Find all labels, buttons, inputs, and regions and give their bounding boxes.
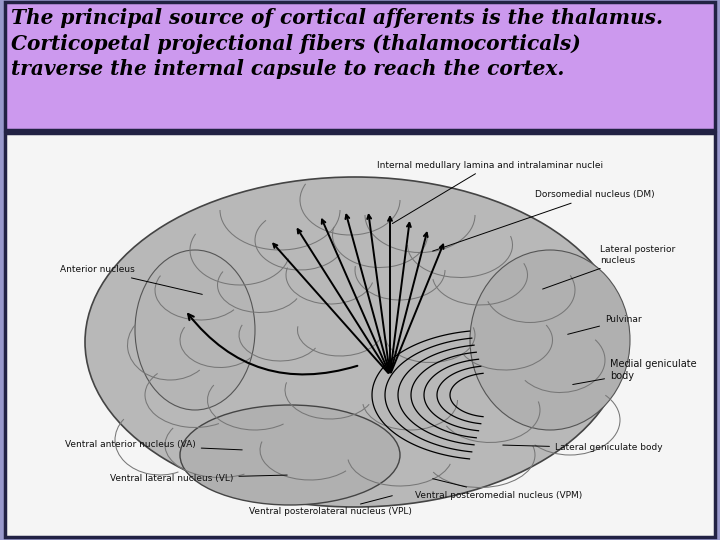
Bar [5,2,715,130]
Text: Ventral posterolateral nucleus (VPL): Ventral posterolateral nucleus (VPL) [248,496,411,516]
Bar [5,133,715,537]
Ellipse shape [470,250,630,430]
Text: Lateral geniculate body: Lateral geniculate body [503,443,662,453]
Text: Ventral posteromedial nucleus (VPM): Ventral posteromedial nucleus (VPM) [415,478,582,500]
Text: Lateral posterior
nucleus: Lateral posterior nucleus [543,245,675,289]
Text: Internal medullary lamina and intralaminar nuclei: Internal medullary lamina and intralamin… [377,160,603,224]
Text: Ventral anterior nucleus (VA): Ventral anterior nucleus (VA) [65,441,242,450]
Ellipse shape [85,177,625,507]
Text: Ventral lateral nucleus (VL): Ventral lateral nucleus (VL) [110,474,287,483]
Text: The principal source of cortical afferents is the thalamus.
Corticopetal project: The principal source of cortical afferen… [11,8,663,79]
Text: Anterior nucleus: Anterior nucleus [60,266,202,294]
Ellipse shape [135,250,255,410]
Text: Medial geniculate
body: Medial geniculate body [572,359,697,384]
Ellipse shape [180,405,400,505]
Text: Pulvinar: Pulvinar [567,315,642,334]
Text: Dorsomedial nucleus (DM): Dorsomedial nucleus (DM) [433,191,654,251]
